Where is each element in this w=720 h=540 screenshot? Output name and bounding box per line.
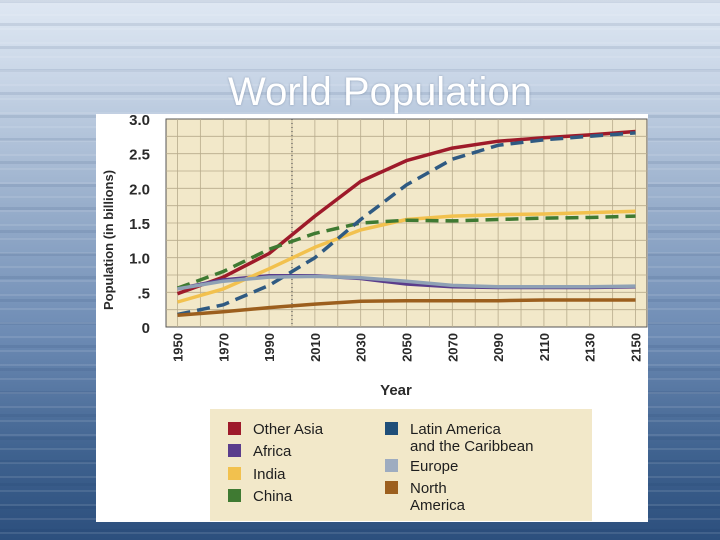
x-tick-label: 2110: [537, 333, 552, 361]
legend-label-africa: Africa: [253, 443, 292, 460]
y-tick-labels: 0 .5 1.0 1.5 2.0 2.5 3.0: [129, 112, 150, 337]
legend-label-latin-america-and-the-caribbean: and the Caribbean: [410, 438, 533, 455]
legend-label-europe: Europe: [410, 458, 458, 475]
legend: Other Asia Africa India China Latin Americaa…: [228, 421, 533, 514]
x-tick-label: 2090: [491, 333, 506, 362]
y-tick-label: 0: [142, 320, 150, 337]
series-line-europe: [177, 274, 636, 291]
legend-swatch-india: [228, 467, 241, 480]
x-tick-label: 1950: [171, 333, 186, 362]
x-axis-label: Year: [380, 382, 412, 399]
y-tick-label: 1.5: [129, 216, 150, 233]
series-lines: [176, 129, 636, 317]
y-tick-label: 2.5: [129, 147, 150, 164]
legend-label-latin-america-and-the-caribbean: Latin America: [410, 421, 502, 438]
legend-label-china: China: [253, 488, 293, 505]
legend-box: [210, 409, 592, 521]
y-tick-label: 1.0: [129, 251, 150, 268]
series-line-latin-america-and-the-caribbean: [177, 131, 636, 317]
x-tick-labels: 1950 1970 1990 2010 2030 2050 2070 2090 2110 2130…: [171, 333, 644, 362]
y-tick-label: 2.0: [129, 181, 150, 198]
legend-swatch-africa: [228, 444, 241, 457]
legend-label-india: India: [253, 466, 286, 483]
x-tick-label: 2010: [308, 333, 323, 362]
slide-title: World Population: [228, 70, 532, 114]
y-tick-label: 3.0: [129, 112, 150, 129]
y-axis-label: Population (in billions): [101, 170, 116, 310]
legend-swatch-other-asia: [228, 422, 241, 435]
legend-label-north-america: North: [410, 480, 447, 497]
legend-label-other-asia: Other Asia: [253, 421, 324, 438]
x-tick-label: 1990: [262, 333, 277, 362]
x-tick-label: 2050: [400, 333, 415, 362]
legend-label-north-america: America: [410, 497, 466, 514]
x-tick-label: 2130: [583, 333, 598, 362]
x-tick-label: 1970: [216, 333, 231, 362]
series-line-north-america: [177, 298, 636, 317]
legend-swatch-north-america: [385, 481, 398, 494]
legend-swatch-latin-america-and-the-caribbean: [385, 422, 398, 435]
x-tick-label: 2030: [354, 333, 369, 362]
x-tick-label: 2150: [629, 333, 644, 362]
x-tick-label: 2070: [445, 333, 460, 362]
y-tick-label: .5: [137, 285, 150, 302]
legend-swatch-china: [228, 489, 241, 502]
legend-swatch-europe: [385, 459, 398, 472]
series-line-china: [176, 214, 636, 290]
series-line-other-asia: [176, 129, 636, 296]
